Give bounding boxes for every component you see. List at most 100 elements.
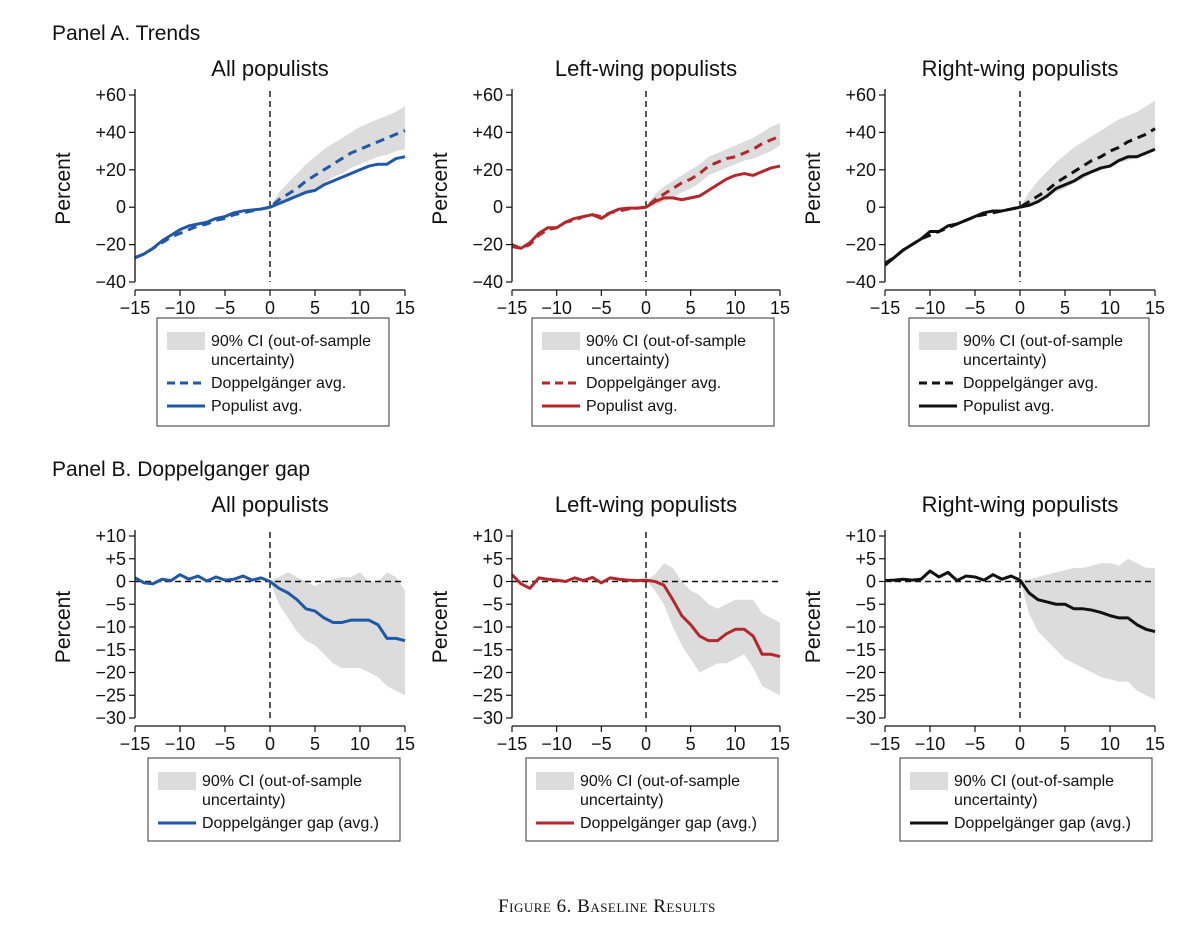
y-tick-label: −25: [95, 685, 126, 705]
x-tick-label: 5: [1060, 298, 1070, 318]
y-axis-label: Percent: [802, 152, 825, 225]
y-tick-label: +5: [855, 549, 876, 569]
legend-label: Populist avg.: [963, 398, 1055, 415]
y-tick-label: +40: [95, 122, 126, 142]
y-axis-label: Percent: [52, 591, 75, 664]
legend-label: Doppelgänger gap (avg.): [202, 815, 379, 832]
x-tick-label: −15: [120, 734, 151, 754]
x-tick-label: 5: [686, 734, 696, 754]
legend-box: [147, 757, 401, 842]
x-tick-label: 10: [1100, 734, 1120, 754]
x-tick-label: 10: [1100, 298, 1120, 318]
y-tick-label: +40: [845, 122, 876, 142]
x-tick-label: −15: [870, 734, 901, 754]
x-tick-label: 0: [641, 298, 651, 318]
legend-ci-label-line2: uncertainty): [211, 352, 295, 369]
legend-ci-label-line1: 90% CI (out-of-sample: [202, 773, 362, 790]
x-tick-label: 15: [395, 734, 415, 754]
x-tick-label: 15: [1145, 298, 1165, 318]
x-tick-label: 5: [686, 298, 696, 318]
series-line-solid: [134, 573, 406, 643]
x-tick-label: −15: [497, 734, 528, 754]
x-tick-label: −5: [965, 734, 986, 754]
legend-ci-label-line1: 90% CI (out-of-sample: [954, 773, 1114, 790]
y-tick-label: 0: [493, 572, 503, 592]
y-tick-label: 0: [866, 572, 876, 592]
x-tick-label: 0: [265, 298, 275, 318]
y-tick-label: −20: [472, 235, 503, 255]
chart-title: Right-wing populists: [922, 492, 1119, 517]
chart-title: All populists: [211, 492, 328, 517]
legend-label: Doppelgänger avg.: [963, 375, 1098, 392]
x-tick-label: −10: [165, 298, 196, 318]
legend-ci-label-line2: uncertainty): [586, 352, 670, 369]
chart-B-all: All populists−30−25−20−15−10−50+5+10−15−…: [52, 492, 415, 842]
series-line-dashed: [884, 127, 1156, 265]
y-tick-label: −25: [845, 685, 876, 705]
x-tick-label: −5: [591, 734, 612, 754]
legend-label: Doppelgänger avg.: [586, 375, 721, 392]
x-tick-label: −5: [591, 298, 612, 318]
y-tick-label: 0: [116, 572, 126, 592]
x-tick-label: 10: [725, 734, 745, 754]
y-axis-label: Percent: [429, 591, 452, 664]
y-tick-label: −25: [472, 685, 503, 705]
legend-label: Doppelgänger gap (avg.): [954, 815, 1131, 832]
series-line-dashed: [134, 129, 406, 260]
y-tick-label: +10: [472, 526, 503, 546]
panel-b-label: Panel B. Doppelganger gap: [52, 458, 310, 481]
series-line-solid: [134, 155, 406, 260]
y-tick-label: +60: [472, 85, 503, 105]
chart-B-left: Left-wing populists−30−25−20−15−10−50+5+…: [429, 492, 790, 842]
x-tick-label: −10: [915, 734, 946, 754]
y-tick-label: −30: [845, 708, 876, 728]
x-tick-label: 15: [770, 298, 790, 318]
y-tick-label: +20: [845, 160, 876, 180]
x-tick-label: 5: [1060, 734, 1070, 754]
x-tick-label: −5: [215, 734, 236, 754]
legend-ci-label-line2: uncertainty): [202, 792, 286, 809]
x-tick-label: 10: [725, 298, 745, 318]
series-line-solid: [511, 164, 781, 250]
y-tick-label: −5: [482, 594, 503, 614]
y-axis-label: Percent: [52, 152, 75, 225]
legend-ci-label-line2: uncertainty): [580, 792, 664, 809]
x-tick-label: 0: [265, 734, 275, 754]
legend-ci-label-line1: 90% CI (out-of-sample: [963, 333, 1123, 350]
y-tick-label: −10: [845, 617, 876, 637]
legend-label: Doppelgänger avg.: [211, 375, 346, 392]
panel-a-label: Panel A. Trends: [52, 22, 200, 45]
x-tick-label: 5: [310, 734, 320, 754]
y-axis-label: Percent: [802, 591, 825, 664]
x-tick-label: −5: [965, 298, 986, 318]
ci-band: [1020, 558, 1155, 700]
x-tick-label: 5: [310, 298, 320, 318]
y-tick-label: +60: [95, 85, 126, 105]
x-tick-label: 0: [641, 734, 651, 754]
x-tick-label: 10: [350, 298, 370, 318]
figure-caption: Figure 6. Baseline Results: [498, 896, 716, 917]
legend-label: Populist avg.: [586, 398, 678, 415]
x-tick-label: 15: [770, 734, 790, 754]
chart-title: Left-wing populists: [555, 492, 737, 517]
chart-A-all: All populists −40 −20 0 +20 +40 +60 −15 −10 −5 0 5 1…: [52, 56, 415, 427]
y-tick-label: +5: [482, 549, 503, 569]
chart-title: Right-wing populists: [922, 56, 1119, 81]
y-tick-label: −15: [472, 640, 503, 660]
ci-band: [1020, 100, 1155, 208]
y-tick-label: +10: [95, 526, 126, 546]
y-tick-label: +10: [845, 526, 876, 546]
y-tick-label: +20: [95, 160, 126, 180]
legend-ci-label-line1: 90% CI (out-of-sample: [580, 773, 740, 790]
chart-A-left: Left-wing populists −40 −20 0 +20 +40 +60 −15 −1…: [429, 56, 790, 427]
y-tick-label: −20: [472, 663, 503, 683]
legend-ci-swatch: [536, 772, 574, 790]
series-line-solid: [510, 573, 781, 659]
x-tick-label: −15: [497, 298, 528, 318]
legend-ci-swatch: [158, 772, 196, 790]
x-tick-label: 0: [1015, 734, 1025, 754]
x-tick-label: 0: [1015, 298, 1025, 318]
x-tick-label: −10: [541, 298, 572, 318]
x-tick-label: 15: [395, 298, 415, 318]
